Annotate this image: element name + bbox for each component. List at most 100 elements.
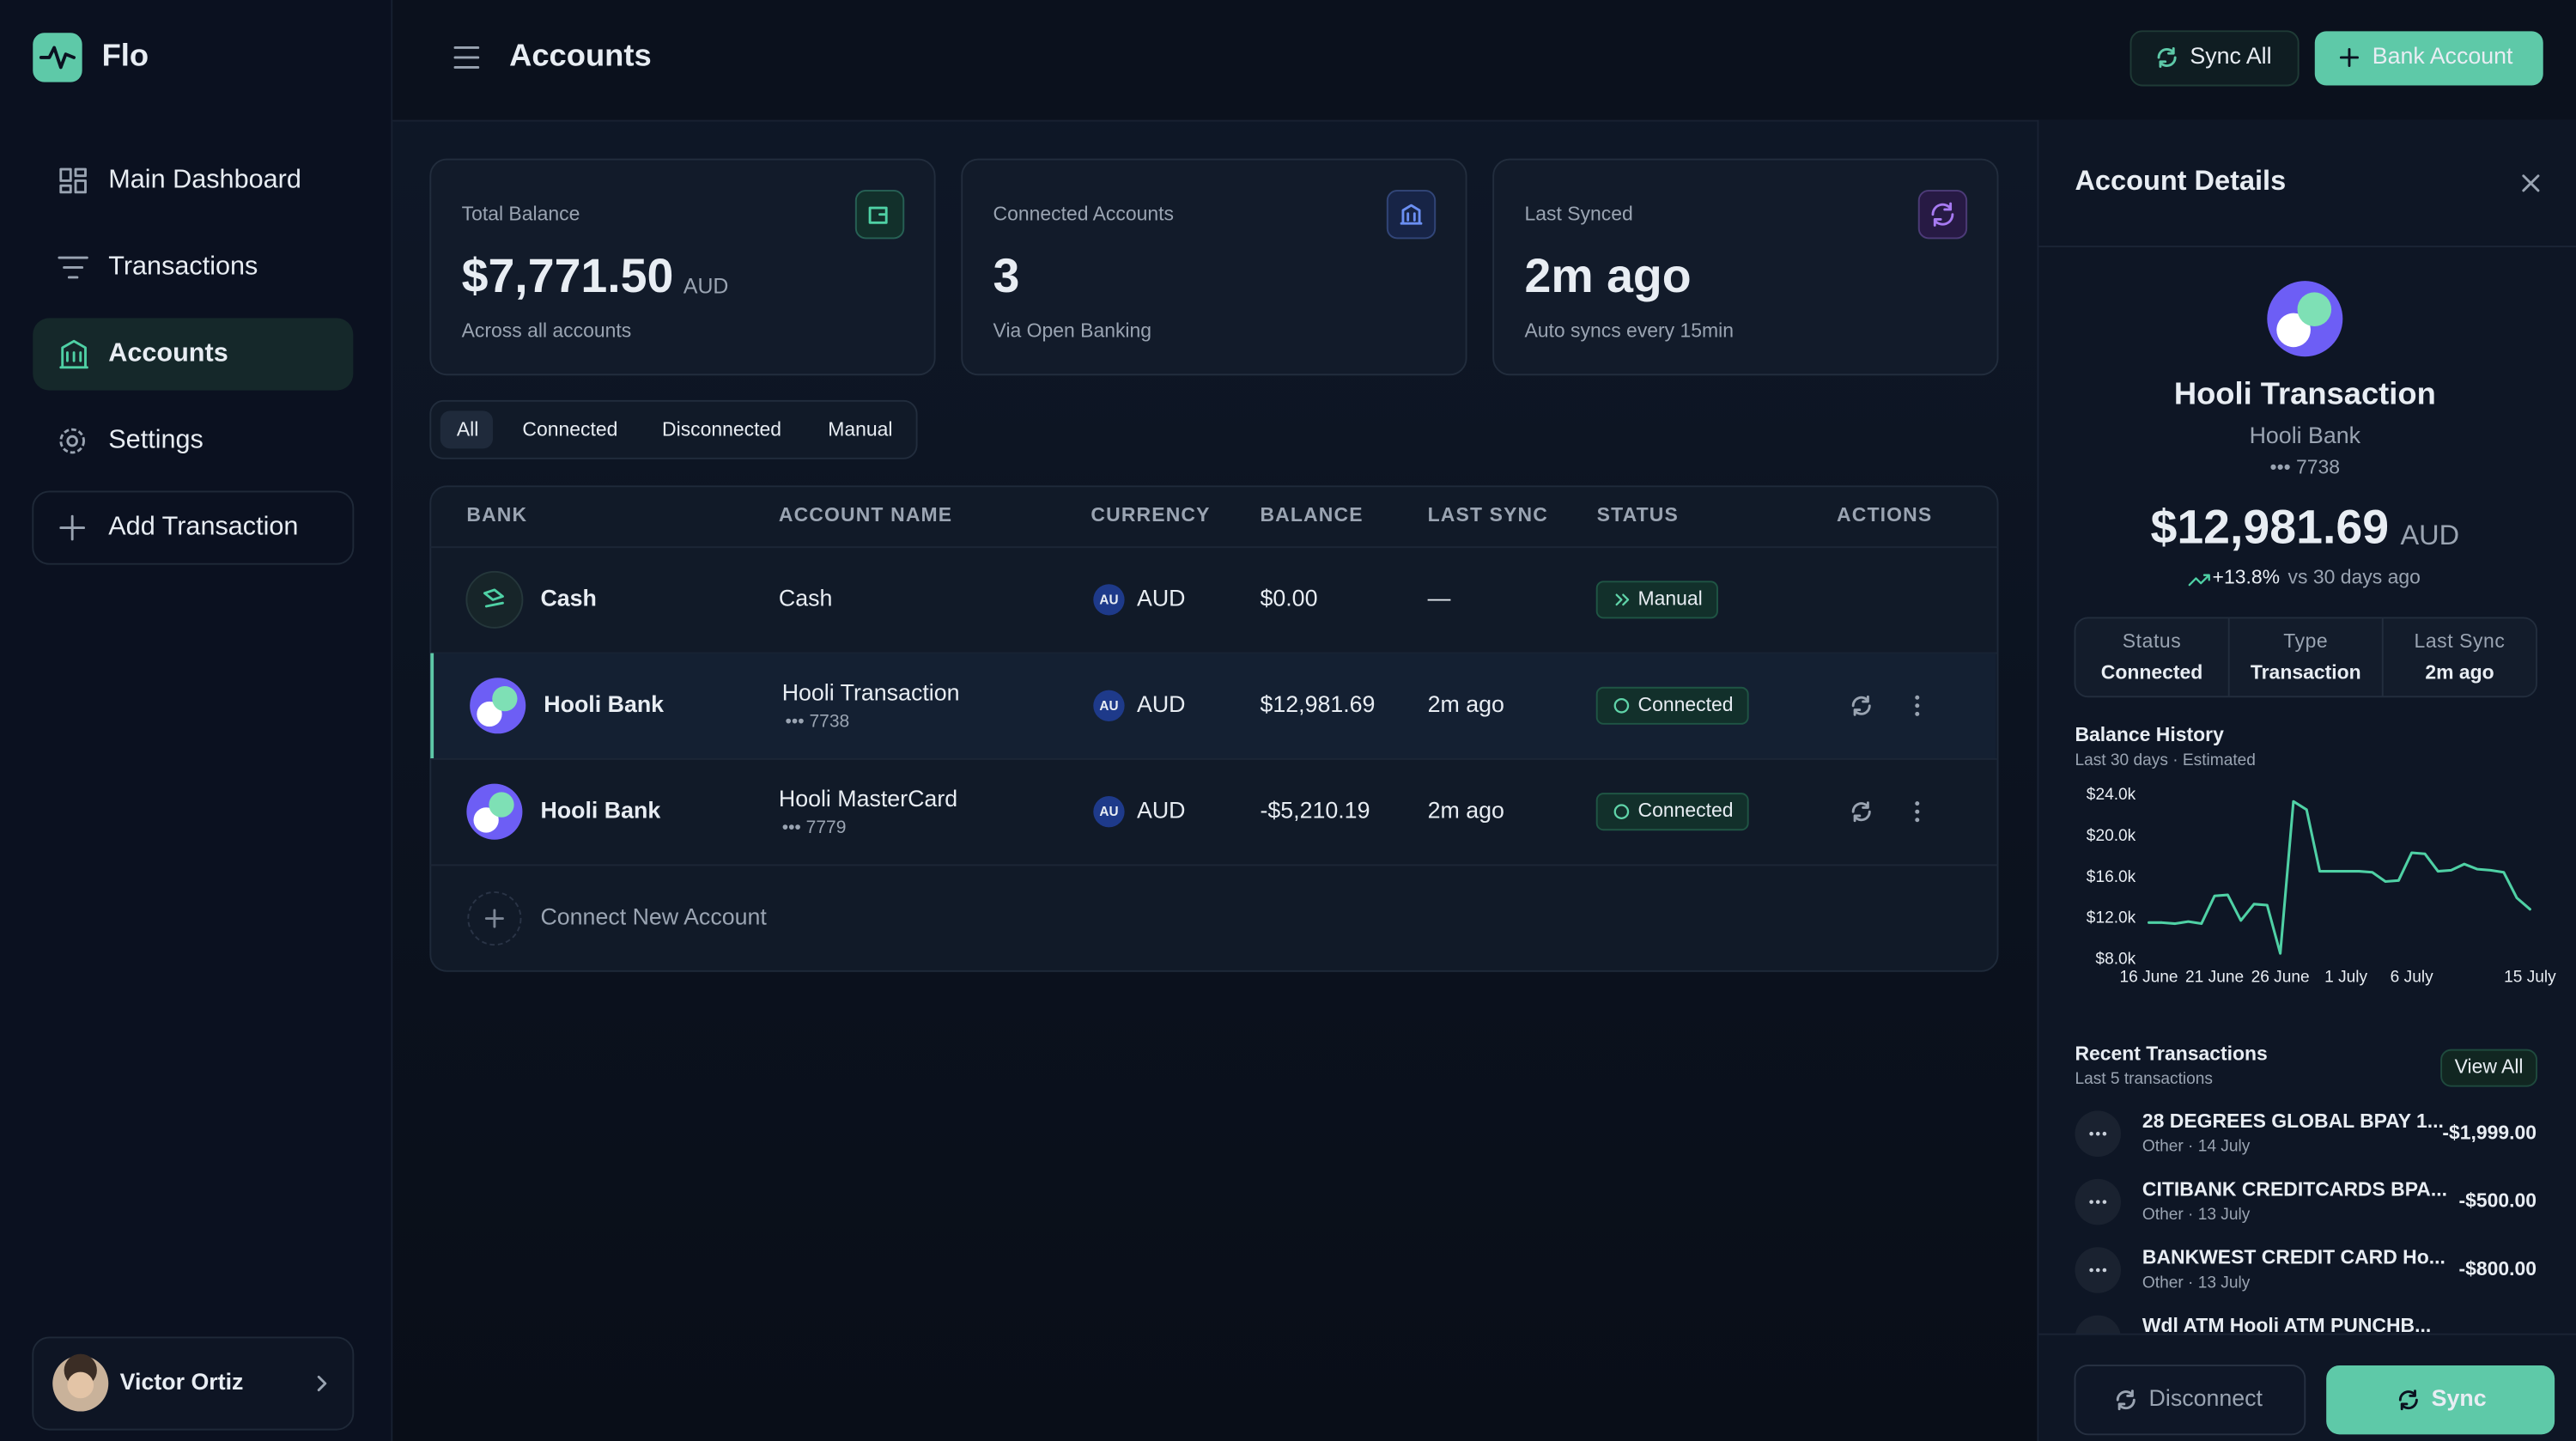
- last-sync: 2m ago: [1428, 691, 1504, 717]
- transaction-name: 28 DEGREES GLOBAL BPAY 1...: [2142, 1110, 2444, 1132]
- stat-icon-glyph: [1400, 204, 1423, 225]
- status-icon: [1615, 593, 1630, 606]
- detail-number: ••• 7738: [2270, 455, 2340, 477]
- connect-new-account[interactable]: Connect New Account: [540, 904, 767, 930]
- recent-title: Recent Transactions: [2075, 1042, 2267, 1064]
- nav-icon: [66, 435, 78, 447]
- column-header: BANK: [466, 503, 527, 526]
- bank-logo-dot: [2297, 292, 2332, 326]
- column-header: STATUS: [1597, 503, 1679, 526]
- currency: AUD: [1137, 797, 1186, 823]
- bank-logo-dot: [492, 686, 518, 712]
- nav-item[interactable]: [33, 318, 354, 391]
- nav-label: Transactions: [108, 252, 258, 281]
- x-tick-label: 26 June: [2251, 968, 2310, 986]
- more-icon[interactable]: [1915, 809, 1920, 814]
- bank-account-label: Bank Account: [2372, 43, 2513, 69]
- detail-stat-value: Transaction: [2251, 661, 2361, 684]
- x-tick-label: 6 July: [2391, 968, 2433, 986]
- nav-icon: [74, 167, 87, 178]
- refresh-icon: [1931, 202, 1954, 227]
- transaction-icon-dot: [2095, 1268, 2100, 1273]
- user-card[interactable]: [32, 1336, 355, 1431]
- more-icon[interactable]: [1915, 695, 1920, 700]
- x-tick-label: 21 June: [2185, 968, 2244, 986]
- x-tick-label: 1 July: [2324, 968, 2367, 986]
- bank-logo-dot: [473, 807, 499, 833]
- nav-icon: [58, 256, 88, 279]
- transaction-amount: -$1,999.00: [2442, 1121, 2537, 1143]
- account-number: ••• 7779: [782, 818, 847, 837]
- more-icon[interactable]: [1915, 801, 1920, 806]
- y-tick-label: $16.0k: [2087, 868, 2136, 886]
- view-all-button[interactable]: [2440, 1049, 2538, 1087]
- detail-stat-label: Last Sync: [2415, 629, 2506, 652]
- more-icon[interactable]: [1915, 711, 1920, 716]
- table-row[interactable]: [432, 654, 1996, 759]
- tab[interactable]: All: [457, 417, 478, 440]
- stat-card: [961, 158, 1467, 376]
- transaction-meta: Other · 13 July: [2142, 1274, 2251, 1292]
- nav-label: Add Transaction: [108, 512, 298, 541]
- currency: AUD: [1137, 691, 1186, 717]
- sidebar: [0, 0, 392, 1441]
- tab[interactable]: Connected: [522, 417, 617, 440]
- nav-icon: [74, 179, 87, 194]
- bank-account-button[interactable]: [2314, 31, 2543, 86]
- detail-name: Hooli Transaction: [2174, 376, 2436, 411]
- stat-label: Total Balance: [462, 203, 580, 225]
- connect-icon: [467, 891, 522, 946]
- nav-icon: [59, 167, 72, 182]
- tab[interactable]: Disconnected: [662, 417, 781, 440]
- y-tick-label: $20.0k: [2087, 827, 2136, 845]
- tab-active: [440, 410, 493, 449]
- transaction-icon-dot: [2095, 1131, 2100, 1136]
- menu-icon[interactable]: [453, 46, 480, 69]
- sync-all-button[interactable]: [2129, 30, 2300, 87]
- nav-icon: [59, 514, 86, 541]
- status: Connected: [1638, 693, 1734, 715]
- y-tick-label: $12.0k: [2087, 909, 2136, 927]
- close-icon[interactable]: [2522, 174, 2540, 192]
- more-icon[interactable]: [1915, 703, 1920, 708]
- refresh-icon: [2157, 47, 2177, 68]
- nav-label: Settings: [108, 425, 204, 454]
- sync-button[interactable]: [2326, 1365, 2555, 1435]
- status-badge: [1595, 581, 1718, 619]
- trend-icon: [2188, 574, 2210, 587]
- detail-balance: $12,981.69: [2150, 501, 2389, 554]
- user-avatar-face: [67, 1371, 94, 1399]
- detail-stat-label: Status: [2123, 629, 2181, 652]
- last-sync: 2m ago: [1428, 797, 1504, 823]
- detail-stat-label: Type: [2283, 629, 2328, 652]
- account-name: Cash: [779, 585, 832, 611]
- chevron: [317, 1375, 327, 1392]
- view-all-label: View All: [2455, 1055, 2524, 1078]
- brand-logo-pulse: [39, 46, 76, 70]
- nav-item[interactable]: [32, 490, 355, 565]
- table-row[interactable]: [432, 759, 1996, 865]
- panel-title: Account Details: [2075, 165, 2286, 196]
- disconnect-label: Disconnect: [2149, 1385, 2263, 1411]
- balance: $12,981.69: [1260, 691, 1375, 717]
- more-icon[interactable]: [1915, 818, 1920, 823]
- stat-unit: AUD: [683, 274, 728, 298]
- bank-name: Hooli Bank: [540, 797, 660, 823]
- detail-bank: Hooli Bank: [2250, 423, 2361, 448]
- stat-value: $7,771.50: [462, 249, 674, 302]
- status-badge: [1595, 686, 1749, 725]
- stat-label: Connected Accounts: [993, 203, 1174, 225]
- currency: AUD: [1137, 585, 1186, 611]
- tab[interactable]: Manual: [828, 417, 892, 440]
- column-header: CURRENCY: [1091, 503, 1210, 526]
- stat-value: 3: [993, 249, 1020, 302]
- nav-icon: [59, 339, 88, 369]
- disconnect-button[interactable]: [2074, 1365, 2306, 1436]
- transaction-icon-dot: [2089, 1131, 2093, 1136]
- stat-icon: [1386, 189, 1437, 240]
- table-row[interactable]: [432, 547, 1996, 653]
- transaction-icon-dot: [2102, 1268, 2107, 1273]
- column-header: BALANCE: [1260, 503, 1363, 526]
- currency-flag-label: AU: [1099, 593, 1118, 607]
- tab-bar: [429, 399, 918, 459]
